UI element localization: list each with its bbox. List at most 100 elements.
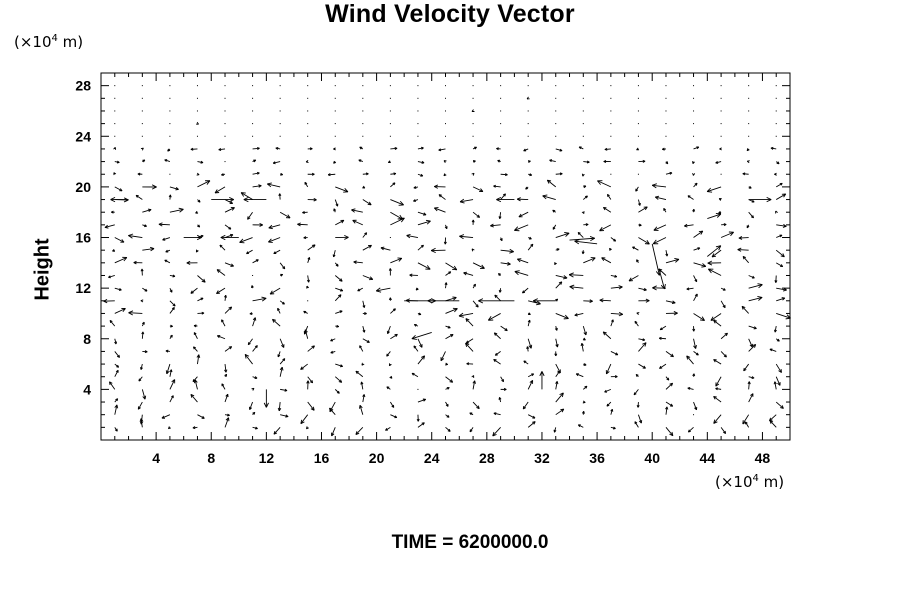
vector-arrow xyxy=(362,172,369,176)
vector-arrow xyxy=(307,172,315,176)
vector-arrow xyxy=(416,414,420,422)
vector-arrow xyxy=(522,287,529,294)
vector-arrow xyxy=(654,195,667,200)
vector-arrow xyxy=(665,110,667,112)
vector-arrow xyxy=(610,173,612,175)
vector-arrow xyxy=(252,123,254,125)
vector-arrow xyxy=(775,193,787,200)
vector-arrow xyxy=(252,274,254,276)
vector-arrow xyxy=(555,232,570,238)
vector-arrow xyxy=(252,110,254,112)
vector-arrow xyxy=(603,160,611,164)
vector-arrow xyxy=(636,259,639,264)
vector-arrow xyxy=(692,208,696,213)
vector-arrow xyxy=(527,123,529,125)
vector-arrow xyxy=(599,298,611,303)
vector-arrow xyxy=(417,338,423,348)
vector-arrow xyxy=(334,262,339,267)
vector-arrow xyxy=(272,318,281,327)
vector-arrow xyxy=(693,293,698,302)
vector-arrow xyxy=(555,85,557,87)
vector-arrow xyxy=(140,299,144,303)
vector-arrow xyxy=(554,325,558,331)
vector-arrow xyxy=(142,208,152,213)
x-axis-unit-prefix: (×10 xyxy=(715,473,753,491)
vector-arrow xyxy=(634,421,639,428)
vector-arrow xyxy=(114,97,116,99)
vector-arrow xyxy=(164,159,171,163)
vector-arrow xyxy=(651,183,667,189)
vector-arrow xyxy=(774,172,777,176)
vector-arrow xyxy=(659,325,667,331)
vector-arrow xyxy=(692,326,696,332)
vector-arrow xyxy=(114,110,116,112)
vector-arrow xyxy=(224,262,234,267)
vector-arrow xyxy=(192,426,198,430)
vector-arrow xyxy=(776,223,787,228)
vector-arrow xyxy=(686,287,694,291)
vector-arrow xyxy=(114,351,120,358)
vector-arrow xyxy=(693,182,698,188)
vector-arrow xyxy=(268,224,281,230)
vector-arrow xyxy=(303,310,308,314)
vector-arrow xyxy=(224,135,226,137)
vector-arrow xyxy=(142,246,155,252)
vector-arrow xyxy=(514,270,529,276)
vector-arrow xyxy=(307,97,309,99)
vector-arrow xyxy=(165,349,170,353)
vector-arrow xyxy=(769,414,777,422)
vector-arrow xyxy=(277,307,281,314)
vector-arrow xyxy=(280,388,288,392)
vector-arrow xyxy=(582,135,584,137)
x-tick-label: 36 xyxy=(589,450,605,466)
vector-arrow-strong xyxy=(496,196,515,203)
vector-arrow xyxy=(390,182,396,188)
vector-arrow xyxy=(472,146,477,150)
vector-arrow xyxy=(386,386,391,390)
vector-arrow xyxy=(307,244,316,251)
vector-arrow xyxy=(466,362,474,366)
vector-arrow xyxy=(114,85,116,87)
vector-arrow xyxy=(438,194,446,200)
vector-arrow xyxy=(775,338,780,342)
y-tick-label: 20 xyxy=(75,179,91,195)
vector-arrow xyxy=(140,363,143,370)
vector-arrow xyxy=(272,161,281,165)
vector-arrow xyxy=(684,223,694,228)
x-axis-unit-suffix: m) xyxy=(758,473,785,491)
vector-arrow xyxy=(330,350,336,354)
vector-arrow xyxy=(196,135,198,137)
vector-arrow xyxy=(224,199,234,204)
vector-arrow xyxy=(555,248,560,252)
vector-arrow xyxy=(555,338,559,348)
vector-arrow xyxy=(775,249,785,258)
vector-arrow xyxy=(355,370,364,378)
vector-arrow xyxy=(610,351,619,356)
vector-arrow xyxy=(693,230,704,238)
vector-arrow xyxy=(463,271,474,276)
vector-arrow xyxy=(390,308,396,314)
vector-arrow xyxy=(665,135,667,137)
vector-arrow xyxy=(333,147,336,151)
vector-arrow xyxy=(417,312,422,316)
vector-arrow xyxy=(246,249,253,255)
x-axis-unit: (×104 m) xyxy=(715,473,784,491)
vector-arrow xyxy=(497,159,501,163)
vector-arrow xyxy=(307,147,313,151)
vector-arrow xyxy=(218,147,226,151)
vector-arrow xyxy=(610,85,612,87)
vector-arrow xyxy=(277,351,281,358)
vector-arrow xyxy=(360,381,364,390)
vector-arrow xyxy=(720,427,727,434)
vector-arrow xyxy=(443,160,447,164)
vector-arrow xyxy=(638,223,642,227)
vector-arrow xyxy=(528,300,541,306)
vector-arrow xyxy=(527,236,532,240)
vector-arrow-strong xyxy=(748,196,772,203)
x-tick-label: 12 xyxy=(259,450,275,466)
vector-arrow xyxy=(197,414,205,419)
vector-arrow xyxy=(417,97,419,99)
vector-arrow xyxy=(389,237,391,239)
vector-arrow xyxy=(362,232,368,238)
vector-arrow xyxy=(221,383,226,390)
